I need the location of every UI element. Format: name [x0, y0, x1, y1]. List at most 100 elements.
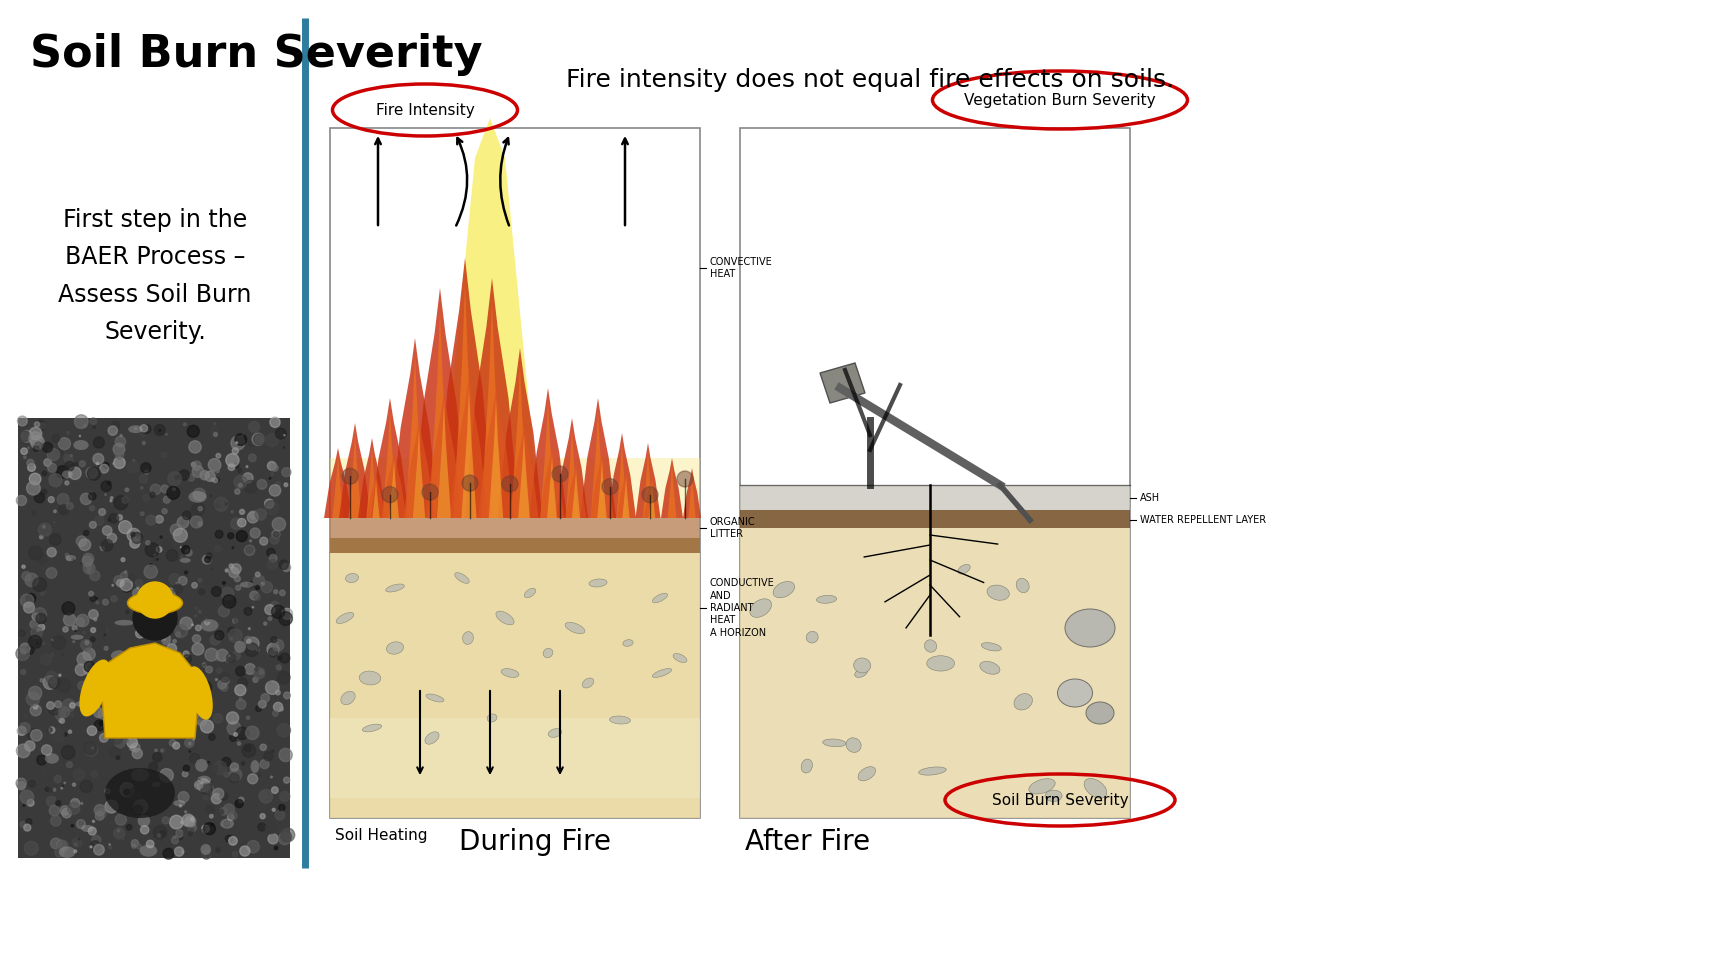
Circle shape — [100, 721, 103, 725]
Circle shape — [46, 797, 57, 806]
Circle shape — [76, 615, 89, 626]
Circle shape — [215, 498, 229, 511]
Circle shape — [234, 733, 237, 737]
Circle shape — [227, 711, 239, 724]
Circle shape — [265, 681, 279, 694]
Circle shape — [22, 650, 24, 652]
Circle shape — [146, 515, 157, 525]
Polygon shape — [547, 454, 557, 518]
Ellipse shape — [525, 589, 535, 597]
Circle shape — [60, 787, 62, 789]
Circle shape — [272, 605, 286, 619]
Circle shape — [55, 701, 62, 708]
Circle shape — [114, 576, 124, 585]
Circle shape — [191, 463, 196, 467]
Circle shape — [249, 582, 255, 587]
Circle shape — [48, 702, 60, 715]
Circle shape — [222, 582, 225, 585]
Circle shape — [124, 571, 127, 573]
Circle shape — [132, 599, 141, 607]
Circle shape — [187, 474, 194, 481]
Circle shape — [74, 850, 77, 853]
Polygon shape — [597, 459, 607, 518]
Circle shape — [100, 734, 108, 742]
Circle shape — [120, 572, 127, 579]
Circle shape — [218, 681, 227, 689]
Circle shape — [153, 826, 167, 839]
Circle shape — [50, 816, 60, 826]
Circle shape — [175, 632, 181, 637]
Ellipse shape — [79, 659, 110, 716]
Circle shape — [182, 726, 184, 729]
Circle shape — [260, 760, 268, 769]
Circle shape — [88, 828, 96, 835]
Circle shape — [91, 771, 98, 777]
Circle shape — [282, 608, 292, 620]
Circle shape — [58, 718, 62, 722]
Circle shape — [184, 739, 194, 747]
Circle shape — [258, 700, 267, 708]
Circle shape — [126, 725, 131, 729]
Ellipse shape — [802, 759, 812, 773]
Circle shape — [224, 821, 229, 827]
Circle shape — [98, 508, 105, 515]
Ellipse shape — [76, 701, 88, 707]
Circle shape — [72, 559, 74, 560]
Ellipse shape — [623, 640, 633, 647]
Text: ORGANIC
LITTER: ORGANIC LITTER — [710, 517, 755, 539]
Circle shape — [277, 671, 291, 683]
Circle shape — [112, 421, 120, 431]
Polygon shape — [635, 443, 660, 518]
Circle shape — [84, 741, 96, 755]
Circle shape — [141, 487, 143, 489]
Circle shape — [163, 638, 165, 640]
Ellipse shape — [817, 595, 836, 603]
Circle shape — [268, 833, 279, 844]
Ellipse shape — [1058, 679, 1092, 707]
Circle shape — [91, 662, 101, 672]
Ellipse shape — [127, 592, 182, 614]
Circle shape — [227, 532, 234, 539]
Bar — [330, 518, 700, 538]
Circle shape — [132, 596, 177, 640]
Circle shape — [114, 443, 126, 455]
Circle shape — [270, 417, 280, 428]
Circle shape — [157, 547, 162, 553]
Circle shape — [64, 614, 76, 626]
Circle shape — [50, 533, 62, 545]
Circle shape — [260, 670, 263, 675]
Ellipse shape — [115, 620, 134, 625]
Circle shape — [205, 471, 215, 481]
Circle shape — [244, 607, 251, 616]
Ellipse shape — [65, 555, 76, 561]
Circle shape — [205, 649, 218, 661]
Bar — [17, 418, 291, 858]
Circle shape — [273, 742, 282, 750]
Circle shape — [236, 434, 246, 445]
Circle shape — [155, 749, 157, 751]
Circle shape — [213, 713, 222, 723]
Circle shape — [217, 453, 220, 458]
Polygon shape — [339, 423, 372, 518]
Ellipse shape — [81, 825, 95, 832]
Circle shape — [248, 639, 251, 644]
Circle shape — [112, 803, 115, 806]
Circle shape — [249, 421, 260, 433]
Polygon shape — [667, 464, 676, 518]
Circle shape — [205, 785, 213, 794]
Polygon shape — [428, 311, 451, 518]
Circle shape — [174, 847, 184, 857]
Ellipse shape — [750, 599, 772, 618]
Circle shape — [86, 689, 98, 702]
Circle shape — [265, 434, 279, 446]
Circle shape — [86, 564, 91, 569]
Circle shape — [187, 425, 200, 438]
Polygon shape — [820, 363, 865, 403]
Circle shape — [93, 437, 105, 448]
Circle shape — [15, 647, 29, 660]
Polygon shape — [616, 441, 628, 518]
Ellipse shape — [566, 622, 585, 634]
Polygon shape — [683, 468, 702, 518]
Circle shape — [174, 832, 184, 840]
Circle shape — [84, 530, 89, 535]
